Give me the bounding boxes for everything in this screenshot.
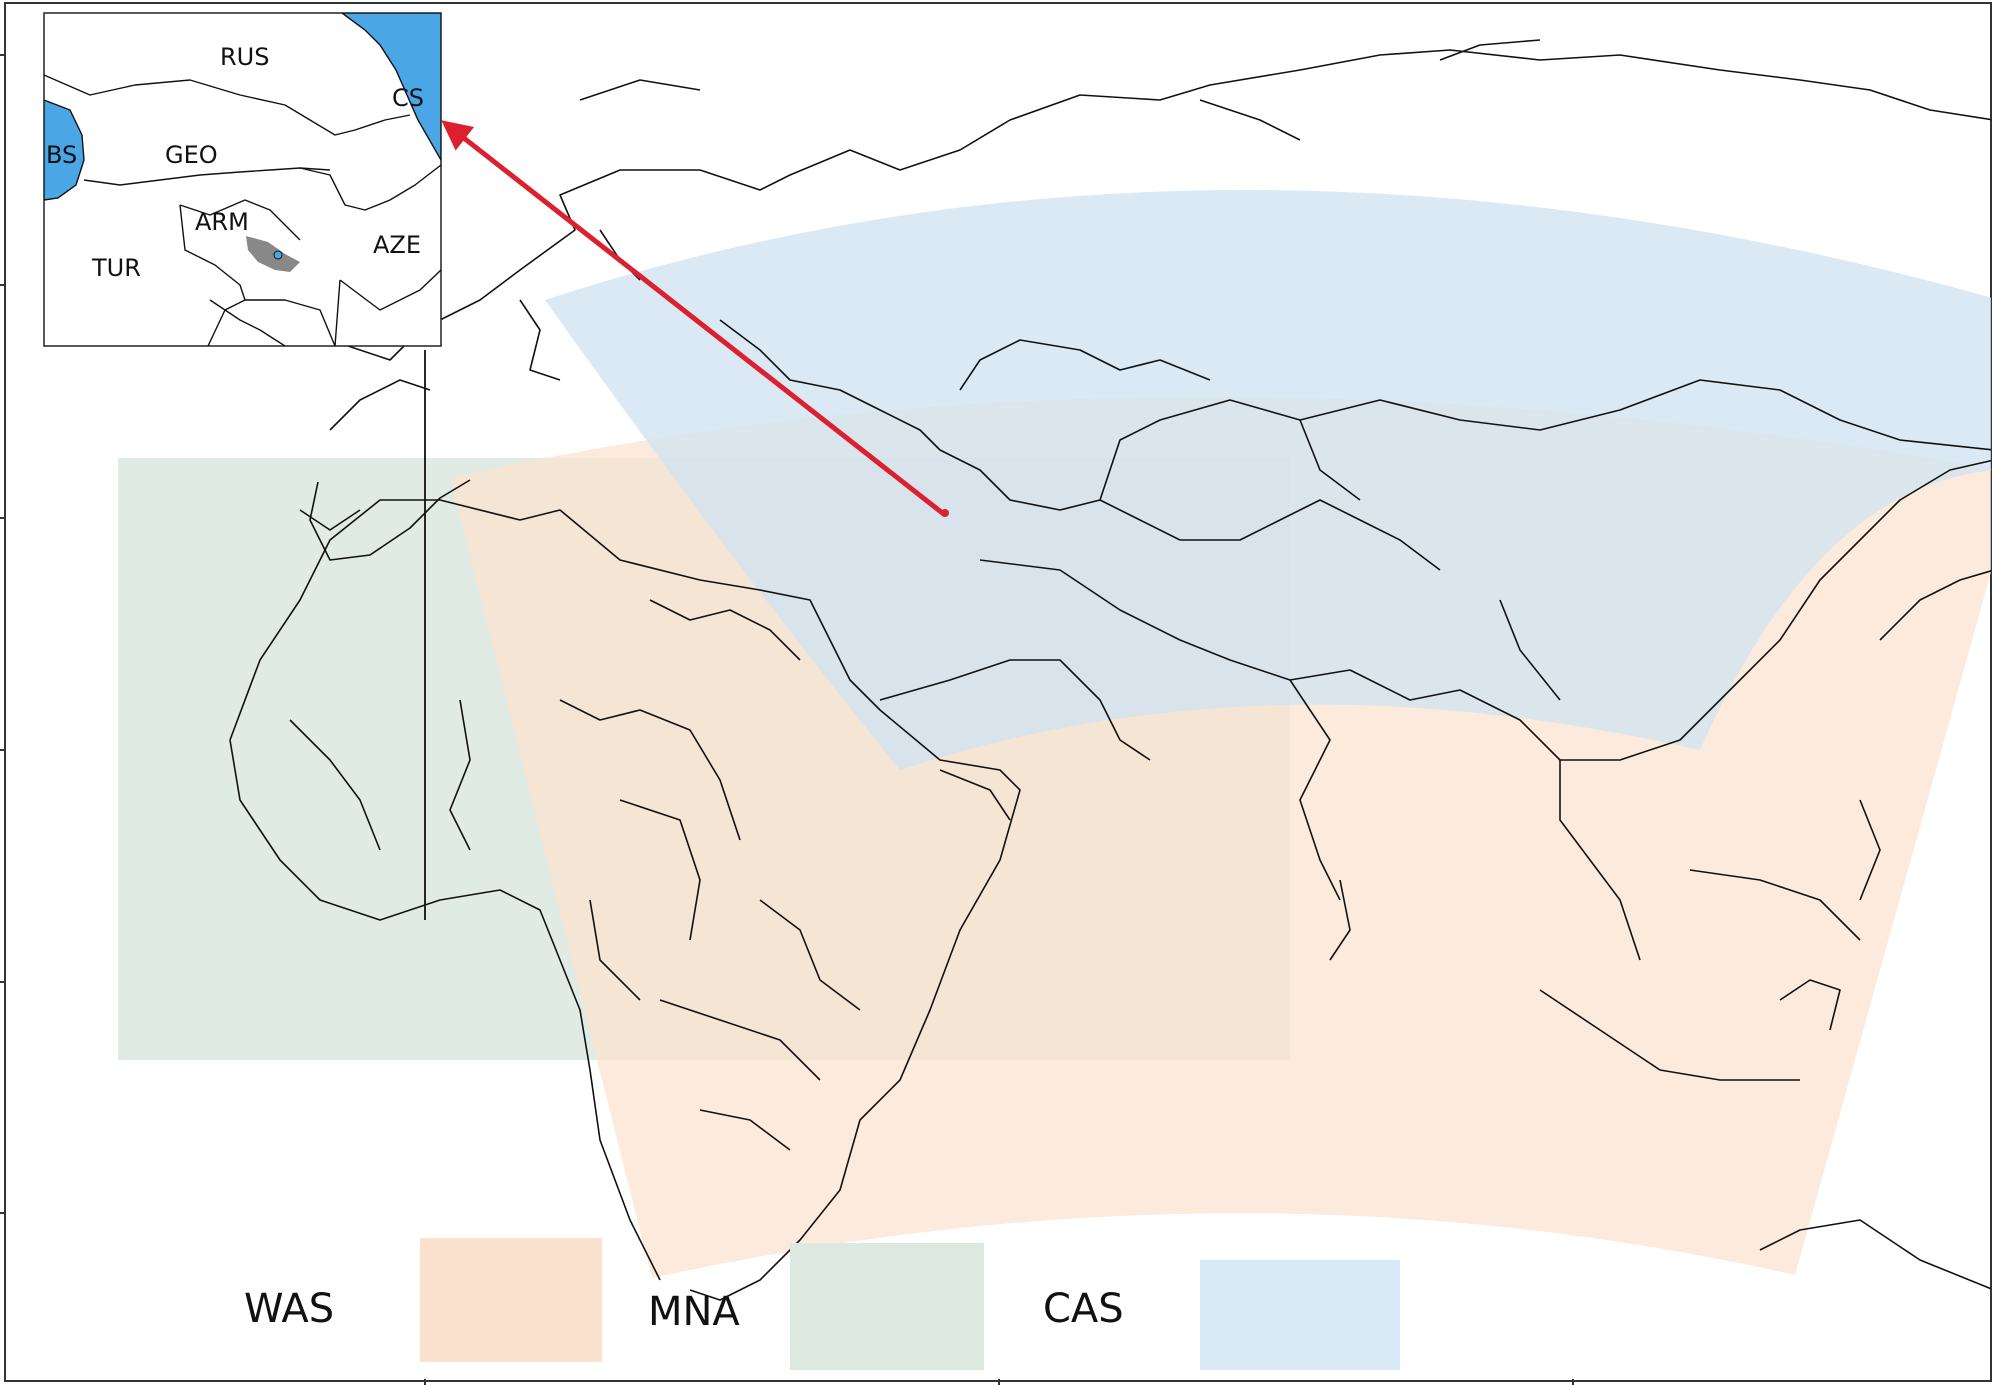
inset-label-geo: GEO <box>165 141 218 169</box>
legend-swatch-was <box>420 1238 602 1362</box>
inset-label-tur: TUR <box>91 254 141 282</box>
inset-label-arm: ARM <box>195 208 249 236</box>
legend-swatch-cas <box>1200 1260 1400 1370</box>
inset-map: RUS GEO ARM TUR AZE BS CS <box>43 12 442 347</box>
inset-label-aze: AZE <box>373 231 421 259</box>
axis-ticks <box>0 54 1574 1385</box>
legend: WAS MNA CAS <box>244 1238 1400 1370</box>
inset-label-rus: RUS <box>220 43 269 71</box>
coastlines <box>229 39 1991 1301</box>
legend-label-cas: CAS <box>1043 1286 1124 1332</box>
location-arrow <box>441 120 947 517</box>
study-area-shape <box>246 236 300 272</box>
black-sea-water <box>44 99 85 201</box>
legend-label-was: WAS <box>244 1286 334 1332</box>
domain-cas <box>545 190 1991 770</box>
legend-label-mna: MNA <box>648 1289 740 1335</box>
inset-label-bs: BS <box>46 141 77 169</box>
legend-swatch-mna <box>790 1243 984 1370</box>
location-marker <box>941 509 949 517</box>
study-point <box>273 250 283 260</box>
inset-label-cs: CS <box>392 84 424 112</box>
caspian-sea-water <box>340 13 441 162</box>
